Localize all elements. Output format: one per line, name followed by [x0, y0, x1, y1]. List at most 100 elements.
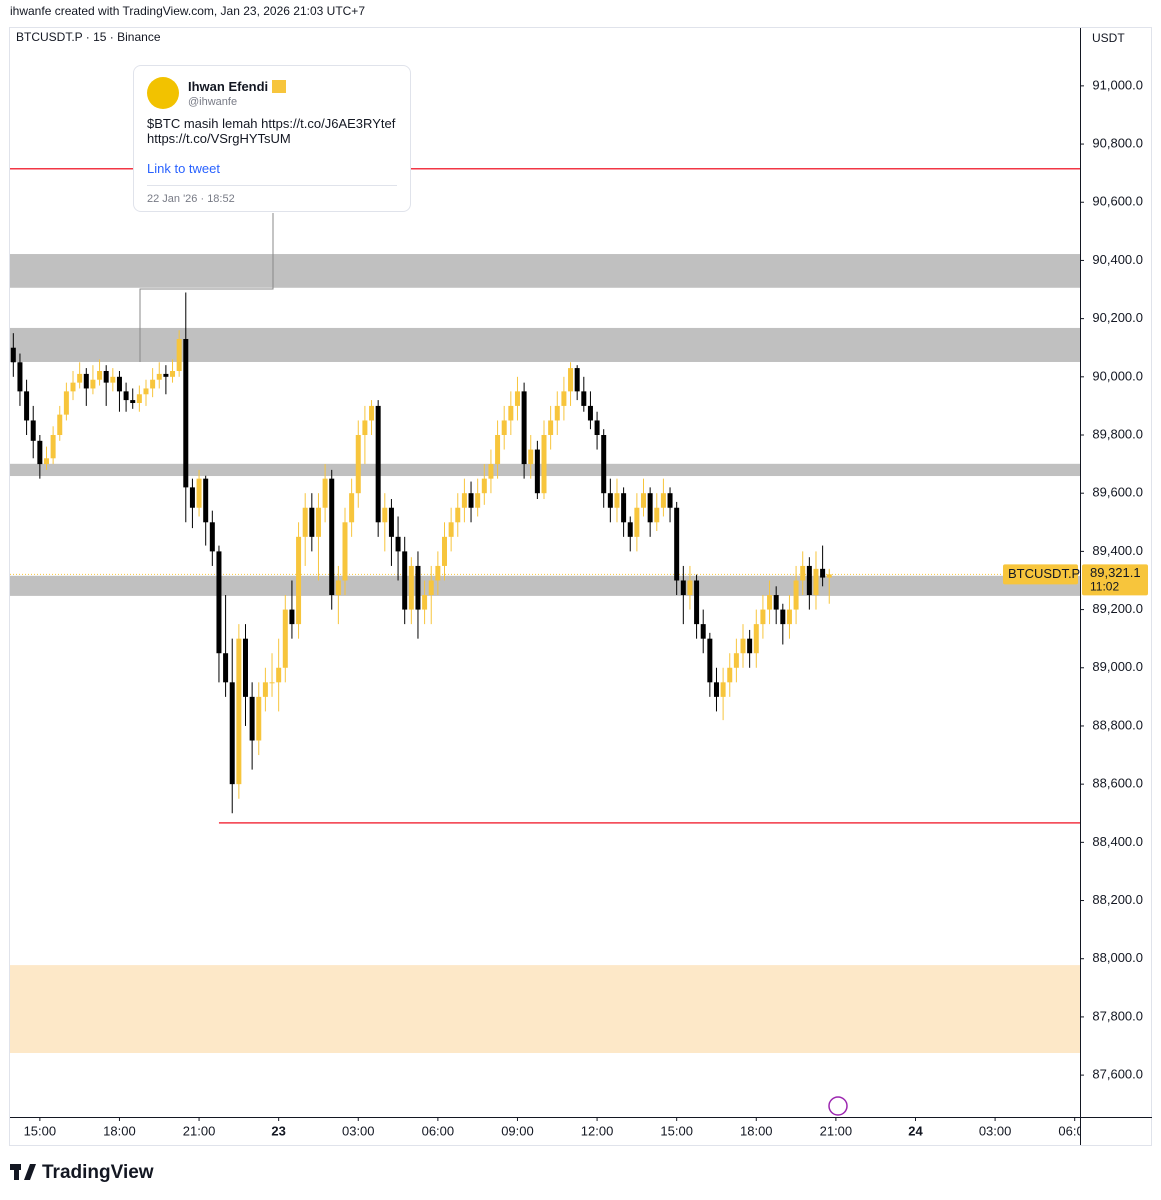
- candle-body: [627, 522, 633, 537]
- candle-body: [514, 391, 520, 406]
- candle-body: [428, 580, 434, 596]
- candle-body: [209, 522, 215, 552]
- candle-body: [700, 624, 706, 639]
- x-tick-label: 06:00: [422, 1123, 455, 1138]
- candle-body: [561, 391, 567, 406]
- x-axis: 15:00 18:00 21:00 23 03:00 06:00 09:00 12:00 15:…: [24, 1117, 1080, 1138]
- candle-body: [103, 370, 109, 383]
- candle-body: [163, 373, 169, 377]
- candle-body: [369, 405, 375, 421]
- candle-body: [541, 435, 547, 494]
- x-tick-label: 18:00: [740, 1123, 773, 1138]
- candle-body: [641, 493, 647, 508]
- price-tag-countdown: 11:02: [1090, 580, 1119, 594]
- candle-body: [680, 580, 686, 596]
- y-tick-label: 88,600.0: [1092, 776, 1143, 791]
- candle-body: [63, 391, 69, 415]
- y-tick-label: 87,600.0: [1092, 1067, 1143, 1082]
- candle-body: [760, 609, 766, 625]
- footer-brand: TradingView: [42, 1162, 154, 1183]
- candle-body: [667, 493, 673, 508]
- candle-body: [388, 507, 394, 537]
- candle-body: [654, 507, 660, 523]
- candle-body: [269, 682, 275, 684]
- x-tick-label: 18:00: [103, 1123, 136, 1138]
- candle-body: [488, 464, 494, 479]
- x-tick-label: 15:00: [24, 1123, 57, 1138]
- candle-body: [342, 522, 348, 581]
- candle-body: [720, 682, 726, 697]
- candle-body: [481, 478, 487, 494]
- candle-body: [24, 391, 30, 421]
- zone: [10, 575, 1080, 596]
- x-tick-label: 03:00: [979, 1123, 1012, 1138]
- candle-body: [196, 478, 202, 508]
- candle-body: [83, 373, 89, 389]
- frame: [9, 27, 1152, 1146]
- candle-body: [581, 391, 587, 406]
- tweet-link[interactable]: Link to tweet: [147, 161, 220, 176]
- candle-body: [223, 653, 229, 683]
- y-tick-label: 89,800.0: [1092, 426, 1143, 441]
- y-tick-label: 87,800.0: [1092, 1008, 1143, 1023]
- candle-body: [495, 435, 501, 465]
- candle-body: [621, 493, 627, 523]
- zone: [10, 965, 1080, 1053]
- plot-area: [10, 168, 1080, 1053]
- author-name: Ihwan Efendi: [188, 79, 269, 94]
- candle-body: [647, 493, 653, 523]
- candle-body: [90, 379, 96, 389]
- y-tick-label: 89,000.0: [1092, 659, 1143, 674]
- y-tick-label: 90,200.0: [1092, 310, 1143, 325]
- candle-body: [116, 376, 122, 392]
- candle-body: [362, 420, 368, 436]
- candle-body: [349, 493, 355, 523]
- event-icon[interactable]: [828, 1096, 848, 1116]
- candle-body: [747, 638, 753, 654]
- candle-body: [395, 536, 401, 552]
- candle-body: [740, 638, 746, 654]
- divider: [147, 185, 397, 186]
- tweet-line: $BTC masih lemah https://t.co/J6AE3RYtef: [147, 116, 396, 131]
- candle-body: [382, 507, 388, 523]
- candle-body: [674, 507, 680, 581]
- candle-body: [568, 368, 574, 392]
- y-tick-label: 89,400.0: [1092, 543, 1143, 558]
- candle-body: [727, 667, 733, 683]
- candle-body: [455, 507, 461, 523]
- candle-body: [408, 565, 414, 610]
- candle-body: [548, 420, 554, 436]
- candle-body: [296, 536, 302, 625]
- logo: [10, 1164, 36, 1180]
- tweet-card: Ihwan Efendi @ihwanfe $BTC masih lemah h…: [133, 65, 411, 212]
- candle-body: [521, 391, 527, 465]
- candle-body: [43, 458, 49, 465]
- candle-body: [322, 478, 328, 508]
- candle-body: [37, 440, 43, 465]
- x-tick-label: 12:00: [581, 1123, 614, 1138]
- y-tick-label: 90,400.0: [1092, 252, 1143, 267]
- candle-body: [442, 536, 448, 566]
- candle-body: [302, 507, 308, 537]
- candle-body: [256, 696, 262, 741]
- y-tick-label: 90,600.0: [1092, 194, 1143, 209]
- candle-body: [242, 638, 248, 697]
- candle-body: [77, 373, 83, 383]
- candle-body: [660, 493, 666, 508]
- candle-body: [534, 449, 540, 494]
- tweet-date: 22 Jan '26 · 18:52: [147, 193, 235, 205]
- candle-body: [508, 405, 514, 421]
- candle-body: [70, 382, 76, 392]
- y-tick-label: 88,800.0: [1092, 717, 1143, 732]
- candle-body: [607, 493, 613, 508]
- candle-body: [156, 373, 162, 380]
- candle-body: [813, 568, 819, 596]
- x-tick-label: 21:00: [183, 1123, 216, 1138]
- candle-body: [694, 580, 700, 625]
- candle-body: [130, 400, 136, 404]
- x-tick-label: 23: [271, 1123, 285, 1138]
- candle-body: [554, 405, 560, 421]
- candle-body: [475, 493, 481, 508]
